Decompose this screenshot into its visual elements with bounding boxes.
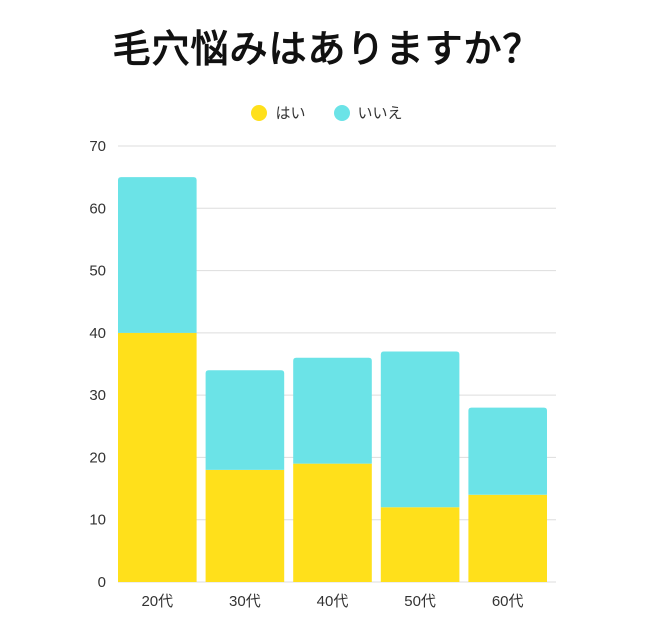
bar-yes <box>205 469 285 582</box>
bar-yes <box>293 463 372 582</box>
bar-yes <box>468 494 547 582</box>
y-tick-label: 30 <box>89 387 106 404</box>
bar-yes <box>118 332 197 582</box>
x-tick-label: 40代 <box>317 593 349 610</box>
x-tick-label: 30代 <box>229 593 261 610</box>
bar-no <box>380 351 460 508</box>
x-tick-label: 20代 <box>141 593 173 610</box>
y-tick-label: 20 <box>89 449 106 466</box>
x-tick-label: 50代 <box>404 593 436 610</box>
bar-no <box>118 177 197 333</box>
bar-yes <box>380 507 460 582</box>
y-tick-label: 70 <box>89 138 106 155</box>
y-tick-label: 10 <box>89 512 106 529</box>
bar-no <box>205 370 285 470</box>
legend-swatch-yes <box>251 104 268 121</box>
legend-item-yes: はい <box>251 102 306 123</box>
bar-no <box>468 407 547 495</box>
y-tick-label: 60 <box>89 200 106 217</box>
y-tick-label: 0 <box>98 574 106 591</box>
legend-label-no: いいえ <box>357 104 403 122</box>
x-tick-label: 60代 <box>492 593 524 610</box>
legend-label-yes: はい <box>275 104 306 122</box>
chart-title: 毛穴悩みはありますか？ <box>112 27 542 71</box>
legend-swatch-no <box>333 104 350 121</box>
legend: はい いいえ <box>0 102 654 123</box>
y-tick-label: 40 <box>89 325 106 342</box>
bar-no <box>293 357 372 464</box>
y-tick-label: 50 <box>89 263 106 280</box>
legend-item-no: いいえ <box>333 102 403 123</box>
